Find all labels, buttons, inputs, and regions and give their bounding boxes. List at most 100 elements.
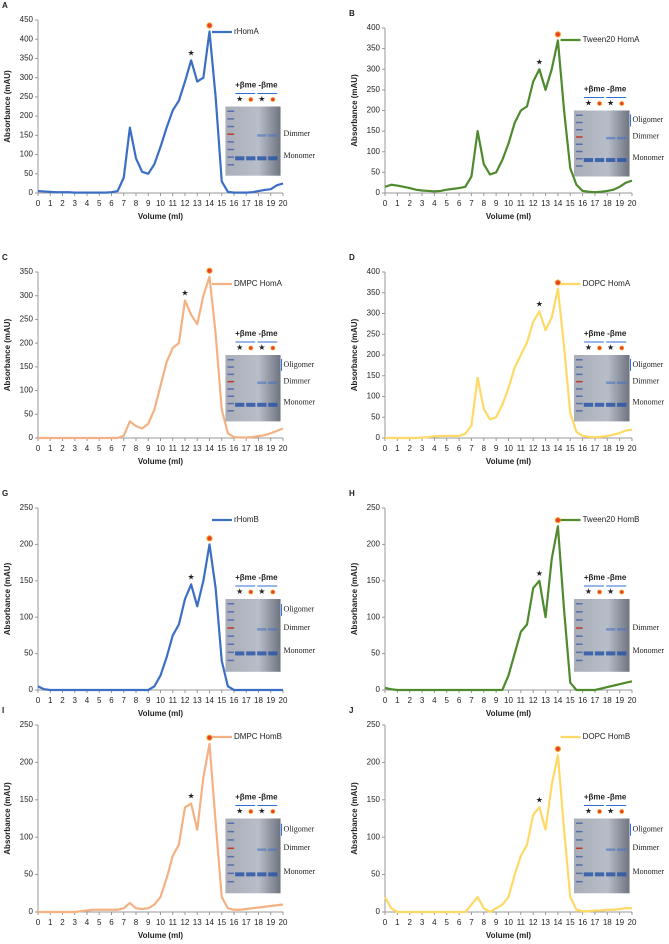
data-line bbox=[37, 543, 283, 692]
legend-label: DOPC HomB bbox=[583, 732, 631, 741]
gel-header: +βme -βme bbox=[235, 329, 278, 338]
gel-band-label: Dimmer bbox=[633, 843, 660, 852]
y-tick-label: 50 bbox=[371, 649, 380, 658]
x-tick-label: 11 bbox=[517, 444, 526, 453]
x-tick-label: 5 bbox=[445, 918, 450, 927]
gel-band bbox=[594, 158, 605, 163]
x-tick-label: 6 bbox=[109, 199, 114, 208]
gel-band-label: Dimmer bbox=[633, 376, 660, 385]
gel-band bbox=[605, 872, 616, 877]
x-tick-label: 8 bbox=[482, 444, 487, 453]
x-tick-label: 13 bbox=[541, 199, 550, 208]
gel-band bbox=[594, 872, 605, 877]
y-tick-label: 450 bbox=[20, 15, 34, 24]
x-tick-label: 3 bbox=[73, 696, 78, 705]
x-tick-label: 20 bbox=[279, 696, 288, 705]
gel-header: +βme -βme bbox=[584, 793, 627, 802]
x-tick-label: 16 bbox=[578, 696, 587, 705]
x-tick-label: 5 bbox=[97, 696, 102, 705]
x-tick-label: 4 bbox=[85, 918, 90, 927]
gel-header: +βme -βme bbox=[584, 85, 627, 94]
x-tick-label: 7 bbox=[469, 444, 474, 453]
x-tick-label: 16 bbox=[578, 199, 587, 208]
gel-band bbox=[605, 158, 616, 163]
ladder-band bbox=[227, 156, 235, 158]
gel-band bbox=[605, 402, 616, 407]
x-tick-label: 12 bbox=[529, 696, 538, 705]
gel-band bbox=[257, 651, 267, 656]
x-tick-label: 16 bbox=[230, 918, 239, 927]
ladder-band bbox=[575, 651, 583, 654]
x-axis-title: Volume (ml) bbox=[486, 212, 532, 221]
x-tick-label: 3 bbox=[420, 696, 425, 705]
ladder-band bbox=[227, 847, 235, 850]
x-tick-label: 18 bbox=[603, 918, 612, 927]
x-tick-label: 17 bbox=[590, 696, 599, 705]
x-tick-label: 12 bbox=[181, 444, 190, 453]
x-tick-label: 18 bbox=[603, 696, 612, 705]
x-tick-label: 6 bbox=[457, 918, 462, 927]
panel-label: I bbox=[2, 706, 4, 715]
x-tick-label: 10 bbox=[156, 444, 165, 453]
lane-star: ★ bbox=[258, 807, 265, 816]
gel-band bbox=[594, 651, 605, 656]
x-tick-label: 6 bbox=[109, 696, 114, 705]
x-tick-label: 5 bbox=[97, 444, 102, 453]
legend-label: DMPC HomB bbox=[234, 732, 282, 741]
panel-label: A bbox=[2, 1, 8, 10]
x-tick-label: 16 bbox=[578, 444, 587, 453]
gel-image bbox=[573, 818, 630, 894]
gel-image bbox=[573, 355, 630, 422]
x-tick-label: 18 bbox=[603, 199, 612, 208]
ladder-band bbox=[575, 410, 583, 412]
x-tick-label: 7 bbox=[122, 444, 127, 453]
y-tick-label: 50 bbox=[371, 870, 380, 879]
x-tick-label: 14 bbox=[205, 696, 214, 705]
x-tick-label: 7 bbox=[469, 696, 474, 705]
x-tick-label: 10 bbox=[504, 696, 513, 705]
y-tick-label: 100 bbox=[367, 147, 381, 156]
x-tick-label: 12 bbox=[529, 199, 538, 208]
x-tick-label: 7 bbox=[469, 918, 474, 927]
x-tick-label: 5 bbox=[445, 696, 450, 705]
lane-star: ★ bbox=[607, 587, 614, 596]
x-tick-label: 1 bbox=[395, 199, 400, 208]
ladder-band bbox=[227, 855, 235, 858]
ladder-band bbox=[575, 643, 583, 645]
peak-circle bbox=[554, 745, 562, 753]
y-tick-label: 250 bbox=[20, 92, 34, 101]
y-tick-label: 150 bbox=[20, 130, 34, 139]
y-tick-label: 400 bbox=[367, 23, 381, 32]
x-tick-label: 8 bbox=[134, 918, 139, 927]
x-tick-label: 4 bbox=[432, 918, 437, 927]
y-tick-label: 200 bbox=[367, 540, 381, 549]
x-tick-label: 17 bbox=[590, 199, 599, 208]
lane-star: ★ bbox=[585, 807, 592, 816]
x-tick-label: 4 bbox=[432, 696, 437, 705]
x-tick-label: 14 bbox=[553, 199, 562, 208]
ladder-band bbox=[227, 635, 235, 637]
x-tick-label: 8 bbox=[482, 199, 487, 208]
gel-band-label: Dimmer bbox=[633, 132, 660, 141]
gel-band bbox=[268, 651, 278, 656]
x-tick-label: 12 bbox=[181, 696, 190, 705]
y-tick-label: 300 bbox=[367, 64, 381, 73]
ladder-band bbox=[575, 627, 583, 629]
x-tick-label: 17 bbox=[242, 444, 251, 453]
lane-circle bbox=[619, 589, 625, 595]
gel-band bbox=[605, 136, 616, 140]
lane-circle bbox=[248, 345, 254, 351]
y-tick-label: 0 bbox=[29, 907, 34, 916]
x-axis-title: Volume (ml) bbox=[138, 457, 184, 466]
x-tick-label: 14 bbox=[205, 918, 214, 927]
gel-band-label: Monomer bbox=[284, 867, 316, 876]
y-axis-title: Absorbance (mAU) bbox=[350, 562, 359, 635]
ladder-band bbox=[575, 121, 583, 124]
gel-band-label: Dimmer bbox=[284, 843, 311, 852]
x-tick-label: 2 bbox=[60, 696, 65, 705]
x-tick-label: 13 bbox=[541, 918, 550, 927]
y-axis-title: Absorbance (mAU) bbox=[350, 318, 359, 391]
x-tick-label: 1 bbox=[395, 696, 400, 705]
